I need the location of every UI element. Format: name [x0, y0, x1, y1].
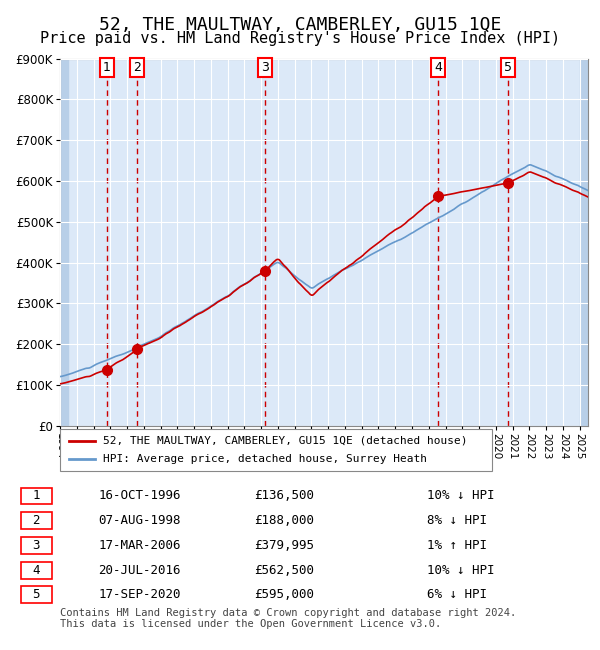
Text: 10% ↓ HPI: 10% ↓ HPI — [427, 489, 494, 502]
Bar — [60, 58, 68, 426]
Text: £595,000: £595,000 — [254, 588, 314, 601]
Text: 4: 4 — [32, 564, 40, 577]
Text: 1: 1 — [32, 489, 40, 502]
Text: £379,995: £379,995 — [254, 539, 314, 552]
FancyBboxPatch shape — [20, 537, 52, 554]
Text: 3: 3 — [261, 61, 269, 74]
Text: 1: 1 — [103, 61, 111, 74]
52, THE MAULTWAY, CAMBERLEY, GU15 1QE (detached house) — [79, 374, 86, 382]
52, THE MAULTWAY, CAMBERLEY, GU15 1QE (detached house) — [197, 309, 205, 317]
Text: 2: 2 — [32, 514, 40, 527]
FancyBboxPatch shape — [20, 586, 52, 603]
Text: HPI: Average price, detached house, Surrey Heath: HPI: Average price, detached house, Surr… — [103, 454, 427, 464]
Text: 20-JUL-2016: 20-JUL-2016 — [98, 564, 181, 577]
Text: £562,500: £562,500 — [254, 564, 314, 577]
HPI: Average price, detached house, Surrey Heath: (2.02e+03, 4.93e+05): Average price, detached house, Surrey He… — [422, 220, 430, 228]
Text: 1% ↑ HPI: 1% ↑ HPI — [427, 539, 487, 552]
HPI: Average price, detached house, Surrey Heath: (2.01e+03, 3.65e+05): Average price, detached house, Surrey He… — [292, 273, 299, 281]
52, THE MAULTWAY, CAMBERLEY, GU15 1QE (detached house) — [545, 176, 553, 183]
Text: 17-SEP-2020: 17-SEP-2020 — [98, 588, 181, 601]
Bar — [580, 58, 588, 426]
HPI: Average price, detached house, Surrey Heath: (2.02e+03, 6.21e+05): Average price, detached house, Surrey He… — [545, 168, 553, 176]
52, THE MAULTWAY, CAMBERLEY, GU15 1QE (detached house) — [527, 168, 535, 176]
Text: 16-OCT-1996: 16-OCT-1996 — [98, 489, 181, 502]
Text: 07-AUG-1998: 07-AUG-1998 — [98, 514, 181, 527]
Text: 10% ↓ HPI: 10% ↓ HPI — [427, 564, 494, 577]
Text: 5: 5 — [504, 61, 512, 74]
52, THE MAULTWAY, CAMBERLEY, GU15 1QE (detached house) — [584, 193, 592, 201]
HPI: Average price, detached house, Surrey Heath: (2.03e+03, 5.77e+05): Average price, detached house, Surrey He… — [584, 187, 592, 194]
52, THE MAULTWAY, CAMBERLEY, GU15 1QE (detached house) — [56, 380, 64, 387]
HPI: Average price, detached house, Surrey Heath: (2.02e+03, 6.39e+05): Average price, detached house, Surrey He… — [527, 161, 535, 169]
FancyBboxPatch shape — [20, 488, 52, 504]
52, THE MAULTWAY, CAMBERLEY, GU15 1QE (detached house) — [292, 276, 299, 283]
Text: Contains HM Land Registry data © Crown copyright and database right 2024.
This d: Contains HM Land Registry data © Crown c… — [60, 608, 516, 629]
Text: 4: 4 — [434, 61, 442, 74]
FancyBboxPatch shape — [20, 512, 52, 529]
HPI: Average price, detached house, Surrey Heath: (2.02e+03, 5.18e+05): Average price, detached house, Surrey He… — [442, 211, 449, 218]
Text: £136,500: £136,500 — [254, 489, 314, 502]
Text: 2: 2 — [133, 61, 141, 74]
HPI: Average price, detached house, Surrey Heath: (2e+03, 1.38e+05): Average price, detached house, Surrey He… — [79, 366, 86, 374]
52, THE MAULTWAY, CAMBERLEY, GU15 1QE (detached house) — [422, 202, 430, 210]
52, THE MAULTWAY, CAMBERLEY, GU15 1QE (detached house) — [442, 191, 449, 199]
Line: 52, THE MAULTWAY, CAMBERLEY, GU15 1QE (detached house): 52, THE MAULTWAY, CAMBERLEY, GU15 1QE (d… — [60, 172, 588, 384]
Line: HPI: Average price, detached house, Surrey Heath: HPI: Average price, detached house, Surr… — [60, 165, 588, 376]
Text: £188,000: £188,000 — [254, 514, 314, 527]
Text: 52, THE MAULTWAY, CAMBERLEY, GU15 1QE (detached house): 52, THE MAULTWAY, CAMBERLEY, GU15 1QE (d… — [103, 436, 468, 446]
Text: 6% ↓ HPI: 6% ↓ HPI — [427, 588, 487, 601]
HPI: Average price, detached house, Surrey Heath: (1.99e+03, 1.2e+05): Average price, detached house, Surrey He… — [56, 372, 64, 380]
Text: 3: 3 — [32, 539, 40, 552]
FancyBboxPatch shape — [60, 429, 492, 471]
HPI: Average price, detached house, Surrey Heath: (2e+03, 2.79e+05): Average price, detached house, Surrey He… — [197, 308, 205, 316]
Text: 8% ↓ HPI: 8% ↓ HPI — [427, 514, 487, 527]
Text: 17-MAR-2006: 17-MAR-2006 — [98, 539, 181, 552]
Text: Price paid vs. HM Land Registry's House Price Index (HPI): Price paid vs. HM Land Registry's House … — [40, 31, 560, 46]
Text: 5: 5 — [32, 588, 40, 601]
Text: 52, THE MAULTWAY, CAMBERLEY, GU15 1QE: 52, THE MAULTWAY, CAMBERLEY, GU15 1QE — [99, 16, 501, 34]
FancyBboxPatch shape — [20, 562, 52, 578]
